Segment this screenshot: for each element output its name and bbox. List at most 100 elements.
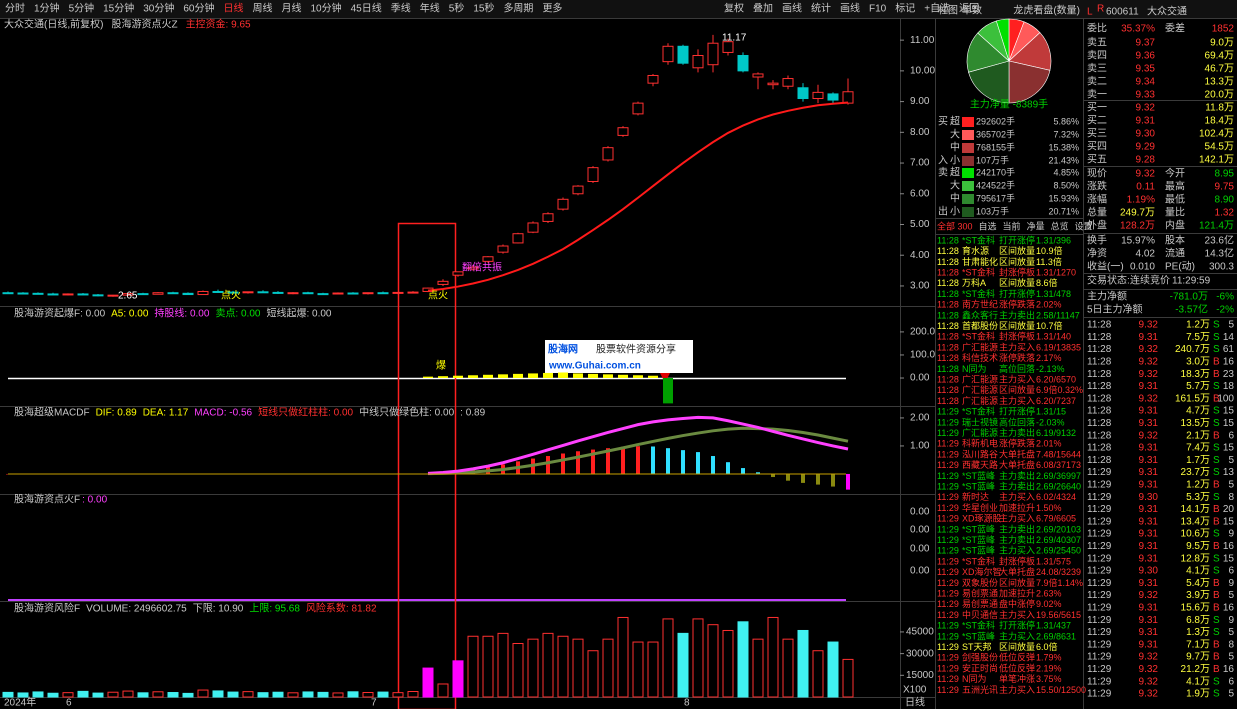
- stat-label: 涨幅: [1087, 193, 1107, 206]
- candle-body: [527, 222, 539, 233]
- period-tab[interactable]: 月线: [282, 2, 302, 15]
- news-event: 主力买入: [999, 513, 1035, 524]
- period-tab[interactable]: 15分钟: [103, 2, 134, 15]
- book-volume: 20.0万: [1205, 90, 1234, 101]
- candle-body: [842, 91, 854, 104]
- trade-time: 11:29: [1087, 664, 1112, 675]
- stat-label: 量比: [1165, 207, 1185, 219]
- volume-bar: [287, 692, 299, 698]
- trade-price: 9.32: [1139, 430, 1159, 441]
- qibao-bar: [468, 375, 478, 379]
- flag: R: [1097, 4, 1104, 15]
- period-tab[interactable]: 15秒: [473, 2, 494, 15]
- panel-tab[interactable]: 单数: [962, 4, 982, 17]
- pane-title: 上限: 95.68: [249, 603, 300, 615]
- trade-volume: 13.5万: [1181, 418, 1210, 429]
- flow-amount: 292602手: [976, 115, 1015, 126]
- macd-bar: [816, 473, 820, 485]
- trade-price: 9.32: [1139, 320, 1159, 331]
- book-price: 9.30: [1136, 129, 1156, 140]
- period-tab[interactable]: 10分钟: [311, 2, 342, 15]
- trade-volume: 9.7万: [1186, 652, 1210, 663]
- list-tab[interactable]: 净量: [1027, 220, 1045, 231]
- y-tick-label: 0.00: [910, 566, 930, 577]
- period-tab[interactable]: 日线: [224, 2, 244, 15]
- flow-percent: 7.32%: [1053, 129, 1079, 139]
- trade-count: 15: [1223, 516, 1235, 527]
- toolbar-action[interactable]: 返回: [959, 3, 979, 15]
- trade-volume: 4.1万: [1186, 676, 1210, 687]
- toolbar-action[interactable]: +自选: [924, 2, 950, 15]
- pane-title: 卖点: 0.00: [215, 308, 260, 320]
- news-event: 打开涨停: [999, 406, 1035, 417]
- flow-percent: 5.86%: [1053, 116, 1079, 126]
- period-tab[interactable]: 多周期: [503, 2, 533, 15]
- news-detail: 1.50%: [1036, 503, 1062, 513]
- volume-bar: [497, 632, 509, 698]
- list-tab[interactable]: 全部 300: [937, 220, 973, 231]
- trade-volume: 7.4万: [1186, 443, 1210, 454]
- level-swatch: [962, 207, 974, 217]
- candle-body: [212, 290, 224, 293]
- panel-tab[interactable]: 柱图: [938, 4, 958, 17]
- toolbar-action[interactable]: 统计: [811, 2, 831, 15]
- stat-value: 15.97%: [1121, 236, 1155, 247]
- period-tab[interactable]: 分时: [5, 3, 25, 15]
- list-tab[interactable]: 总览: [1051, 220, 1069, 231]
- flow-amount: 768155手: [976, 141, 1015, 152]
- news-detail: 2.58/11147: [1036, 310, 1080, 320]
- y-tick-label: 8.00: [910, 127, 930, 138]
- period-tab[interactable]: 45日线: [351, 2, 382, 15]
- news-time: 11:29: [937, 524, 959, 534]
- pane-title: 股海游资点火F: [14, 493, 80, 506]
- news-detail: 2.69/8631: [1036, 631, 1076, 641]
- toolbar-action[interactable]: F10: [869, 4, 887, 15]
- news-event: 高位回落: [999, 363, 1035, 374]
- period-tab[interactable]: 5分钟: [69, 2, 95, 15]
- trade-time: 11:28: [1087, 381, 1112, 392]
- y-tick-label: 100.0: [910, 350, 935, 361]
- candle-body: [782, 78, 794, 87]
- period-tab[interactable]: 更多: [542, 2, 562, 15]
- trade-count: 5: [1228, 320, 1234, 331]
- flow-amount: 424522手: [976, 179, 1015, 190]
- volume-bar: [707, 624, 719, 698]
- qibao-marker: 爆: [436, 360, 446, 372]
- y-tick-label: 2.00: [910, 413, 930, 424]
- period-tab[interactable]: 年线: [420, 2, 440, 15]
- list-tab[interactable]: 设置: [1075, 221, 1093, 231]
- volume-bar: [62, 692, 74, 698]
- watermark: 股票软件资源分享: [596, 343, 676, 356]
- panel-title: 龙虎看盘(数量): [1013, 4, 1080, 17]
- period-tab[interactable]: 1分钟: [34, 2, 60, 15]
- flow-percent: 8.50%: [1053, 180, 1079, 190]
- trade-volume: 3.9万: [1186, 590, 1210, 601]
- list-tab[interactable]: 当前: [1003, 220, 1021, 231]
- capital-value: -3.57亿: [1175, 303, 1208, 316]
- period-tab[interactable]: 30分钟: [143, 2, 174, 15]
- toolbar-action[interactable]: 标记: [895, 3, 915, 15]
- y-tick-label: 6.00: [910, 188, 930, 199]
- list-tab[interactable]: 自选: [979, 220, 997, 231]
- toolbar-action[interactable]: 画线: [840, 2, 860, 15]
- news-name: 万科A: [962, 277, 986, 288]
- volume-bar: [212, 690, 224, 698]
- period-tab[interactable]: 60分钟: [183, 2, 214, 15]
- trade-volume: 1.2万: [1186, 480, 1210, 491]
- period-tab[interactable]: 周线: [253, 2, 273, 15]
- capital-pct: -2%: [1216, 305, 1234, 316]
- period-tab[interactable]: 5秒: [449, 2, 465, 15]
- pane-title: 持股线: 0.00: [154, 307, 209, 320]
- stat-value: 249.7万: [1120, 208, 1155, 219]
- level-label: 大: [950, 179, 960, 192]
- macd-bar: [561, 453, 565, 474]
- volume-bar: [422, 667, 434, 698]
- toolbar-action[interactable]: 叠加: [753, 3, 773, 15]
- toolbar-action[interactable]: 复权: [724, 2, 744, 15]
- toolbar-action[interactable]: 画线: [782, 2, 802, 15]
- period-tab[interactable]: 季线: [391, 2, 411, 15]
- unit-label: X100: [903, 685, 927, 696]
- trade-count: 15: [1223, 443, 1235, 454]
- trade-volume: 4.7万: [1186, 406, 1210, 417]
- news-time: 11:29: [937, 460, 959, 470]
